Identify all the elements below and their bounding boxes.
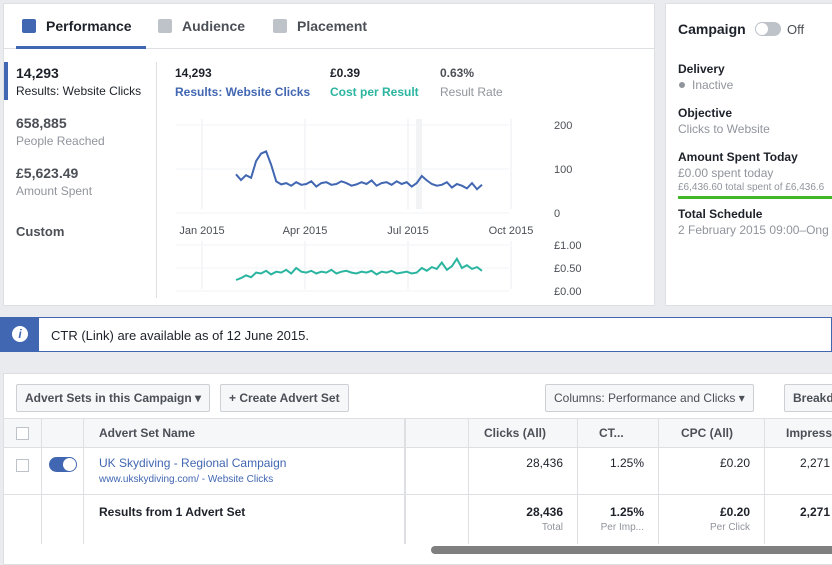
- field-value: Clicks to Website: [678, 122, 770, 136]
- scrollbar[interactable]: [431, 546, 832, 554]
- metric-value: 14,293: [175, 66, 212, 80]
- table-panel: Advert Sets in this Campaign ▾ + Create …: [3, 373, 832, 565]
- y-tick-label: £0.50: [554, 263, 582, 275]
- column-header[interactable]: CT...: [599, 426, 624, 440]
- total-value: £0.20: [719, 505, 750, 519]
- table: Advert Set Name Clicks (All) CT... CPC (…: [4, 418, 832, 544]
- metric-label[interactable]: Results: Website Clicks: [175, 85, 311, 99]
- field-label: Amount Spent Today: [678, 150, 798, 164]
- tab-icon: [273, 19, 287, 33]
- tab-icon: [22, 19, 36, 33]
- spend-bar: [678, 196, 832, 199]
- y-tick-label: 0: [554, 208, 560, 220]
- cell: 1.25%: [609, 456, 644, 470]
- notice-text: CTR (Link) are available as of 12 June 2…: [51, 328, 309, 343]
- field-value: £0.00 spent today: [678, 166, 774, 180]
- status-dot: [679, 82, 685, 88]
- toggle[interactable]: [49, 457, 77, 472]
- x-tick-label: Apr 2015: [283, 225, 328, 237]
- notice-icon: i: [12, 326, 28, 342]
- y-tick-label: £0.00: [554, 286, 582, 298]
- x-tick-label: Oct 2015: [489, 225, 534, 237]
- y-tick-label: 100: [554, 164, 572, 176]
- summary-value[interactable]: £5,623.49: [16, 165, 79, 181]
- total-value: 28,436: [526, 505, 563, 519]
- summary-label: Amount Spent: [16, 184, 93, 198]
- metric-value: 0.63%: [440, 66, 475, 80]
- custom-link[interactable]: Custom: [16, 224, 65, 239]
- y-tick-label: £1.00: [554, 240, 582, 252]
- line-series: [235, 256, 483, 281]
- summary-label: People Reached: [16, 134, 105, 148]
- selected-indicator: [4, 62, 8, 100]
- cell: 28,436: [526, 456, 563, 470]
- column-header[interactable]: Clicks (All): [484, 426, 547, 440]
- button-label: Columns: Performance and Clicks: [554, 391, 736, 405]
- field-label: Objective: [678, 106, 733, 120]
- toggle[interactable]: [755, 22, 781, 36]
- field-label: Delivery: [678, 62, 725, 76]
- header-row: [4, 419, 832, 448]
- total-sub: Per Imp...: [600, 522, 644, 533]
- button-label: Create Advert Set: [239, 391, 340, 405]
- adsets-dropdown[interactable]: Advert Sets in this Campaign ▾: [16, 384, 211, 412]
- column-header[interactable]: Advert Set Name: [99, 426, 196, 440]
- x-tick-label: Jul 2015: [387, 225, 429, 237]
- line-series: [235, 150, 483, 191]
- column-header[interactable]: CPC (All): [681, 426, 733, 440]
- checkbox[interactable]: [16, 427, 29, 440]
- tab[interactable]: Placement: [297, 18, 368, 34]
- toggle-label: Off: [787, 22, 805, 37]
- cell: 2,271: [799, 456, 830, 470]
- divider: [156, 62, 157, 298]
- tab-icon: [158, 19, 172, 33]
- tab[interactable]: Audience: [182, 18, 246, 34]
- notice-bar: i CTR (Link) are available as of 12 June…: [0, 317, 832, 352]
- tab[interactable]: Performance: [46, 18, 132, 34]
- total-sub: Per Click: [709, 522, 750, 533]
- field-value: Inactive: [692, 78, 734, 92]
- highlight-band: [416, 119, 422, 209]
- checkbox[interactable]: [16, 459, 29, 472]
- tab-underline: [16, 46, 146, 49]
- field-value: 2 February 2015 09:00–Ong: [678, 223, 829, 237]
- metric-label[interactable]: Result Rate: [440, 85, 503, 99]
- create-button[interactable]: + Create Advert Set: [220, 384, 349, 412]
- campaign-title: Campaign: [678, 21, 746, 37]
- button-label: Breakd: [793, 391, 832, 405]
- summary-value[interactable]: 14,293: [16, 65, 59, 81]
- field-label: Total Schedule: [678, 207, 763, 221]
- summary-label: Results: Website Clicks: [16, 84, 142, 98]
- button-label: Advert Sets in this Campaign: [25, 391, 192, 405]
- total-value: 2,271: [799, 505, 830, 519]
- columns-dropdown[interactable]: Columns: Performance and Clicks ▾: [545, 384, 754, 412]
- campaign-panel: Campaign Off Delivery Inactive Objective Cl…: [665, 3, 832, 306]
- tab-bar: [4, 4, 654, 49]
- cell: £0.20: [719, 456, 750, 470]
- total-sub: Total: [541, 522, 563, 533]
- adset-name[interactable]: UK Skydiving - Regional Campaign: [99, 456, 287, 470]
- field-value: £6,436.60 total spent of £6,436.6: [678, 182, 825, 193]
- column-header[interactable]: Impress...: [786, 426, 832, 440]
- x-tick-label: Jan 2015: [179, 225, 224, 237]
- y-tick-label: 200: [554, 120, 572, 132]
- total-value: 1.25%: [609, 505, 644, 519]
- performance-panel: Performance Audience Placement 14,293 Re…: [3, 3, 655, 306]
- summary-value[interactable]: 658,885: [16, 115, 67, 131]
- adset-sub: www.ukskydiving.com/ - Website Clicks: [99, 474, 274, 485]
- metric-label[interactable]: Cost per Result: [330, 85, 419, 99]
- metric-value: £0.39: [330, 66, 361, 80]
- chart: Jan 2015 Apr 2015 Jul 2015 Oct 2015 0 100 200 £…: [176, 119, 582, 298]
- row-divider: [4, 494, 832, 495]
- breakdown-button[interactable]: Breakd: [784, 384, 832, 412]
- totals-label: Results from 1 Advert Set: [99, 505, 246, 519]
